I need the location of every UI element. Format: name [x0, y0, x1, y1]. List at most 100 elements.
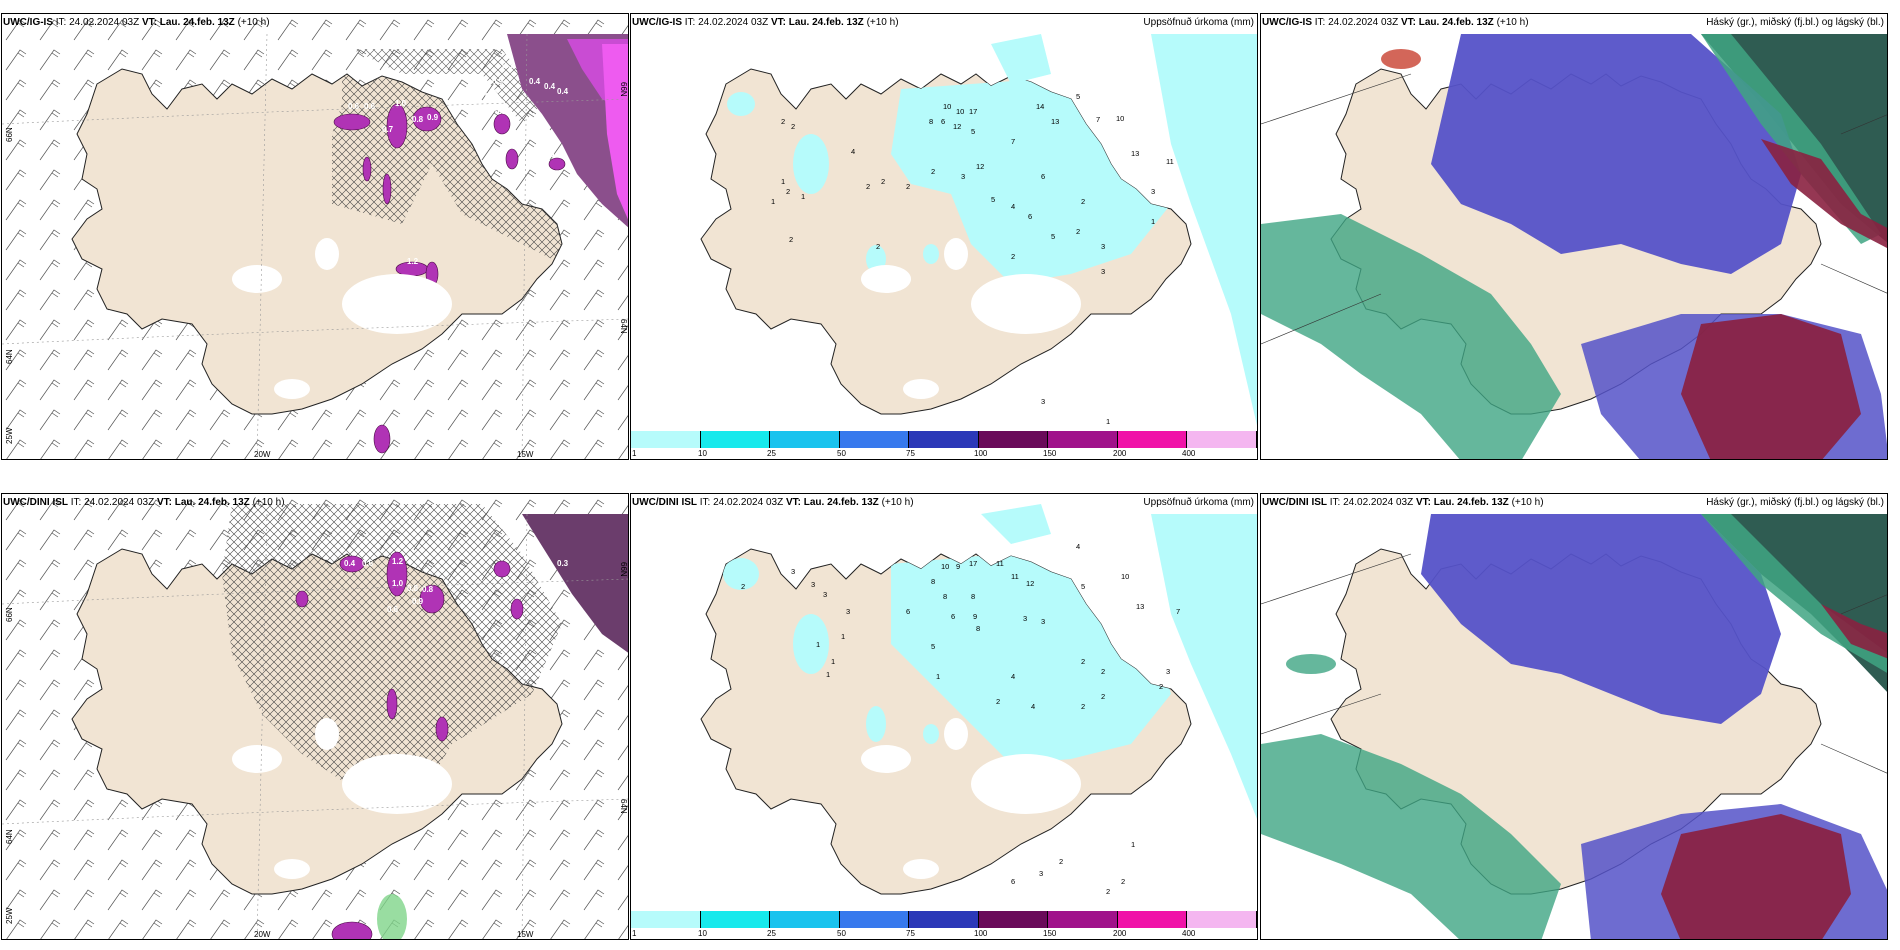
init-time: IT: 24.02.2024 03Z	[684, 17, 769, 28]
map-canvas: 0.3 0.4 0.4 0.4 0.9 0.6 0.6 1.0 0.7 0.6 …	[2, 14, 628, 459]
svg-text:2: 2	[1011, 252, 1015, 261]
svg-text:3: 3	[1151, 187, 1155, 196]
panel-header: UWC/IG-IS IT: 24.02.2024 03Z VT: Lau. 24…	[3, 15, 627, 31]
svg-text:1.0: 1.0	[395, 99, 407, 108]
svg-text:2: 2	[1081, 197, 1085, 206]
svg-text:0.6: 0.6	[364, 102, 376, 111]
svg-text:9: 9	[973, 612, 977, 621]
colorbar-tick: 200	[1113, 929, 1127, 938]
svg-text:6: 6	[1041, 172, 1045, 181]
svg-text:6: 6	[1011, 877, 1015, 886]
snow-labels: 0.3 0.4 0.4 0.4 0.9 0.6 0.6 1.0 0.7 0.6 …	[348, 61, 569, 266]
model-name: UWC/IG-IS	[632, 17, 682, 28]
init-time: IT: 24.02.2024 03Z	[55, 17, 140, 28]
valid-label: VT:	[1415, 497, 1431, 508]
svg-text:3: 3	[1041, 397, 1045, 406]
valid-time: Lau. 24.feb. 13Z	[174, 497, 250, 508]
lat-label-66n-right: 66N	[619, 82, 628, 97]
model-name: UWC/IG-IS	[1262, 17, 1312, 28]
lead-time: (+10 h)	[237, 17, 270, 28]
svg-text:17: 17	[969, 559, 977, 568]
wind-snow-map-row2: 1.2 0.6 0.4 0.3 1.0 0.8 0.6 0.2 0.8 0.9 …	[1, 493, 629, 940]
svg-text:2: 2	[1101, 692, 1105, 701]
colorbar-swatch	[840, 431, 909, 448]
svg-text:2: 2	[931, 167, 935, 176]
svg-text:7: 7	[1096, 115, 1100, 124]
init-time: IT: 24.02.2024 03Z	[1314, 17, 1399, 28]
svg-text:12: 12	[1026, 579, 1034, 588]
svg-text:2: 2	[996, 697, 1000, 706]
svg-text:2: 2	[876, 242, 880, 251]
svg-text:3: 3	[791, 567, 795, 576]
svg-text:2: 2	[1081, 657, 1085, 666]
svg-text:2: 2	[906, 182, 910, 191]
lon-label-15w: 15W	[517, 450, 534, 459]
svg-text:2: 2	[1121, 877, 1125, 886]
lat-label-64n-right: 64N	[619, 799, 628, 814]
svg-text:7: 7	[1176, 607, 1180, 616]
svg-text:3: 3	[1101, 267, 1105, 276]
high-cloud-area	[1421, 514, 1781, 724]
colorbar-swatch	[701, 431, 770, 448]
svg-text:0.6: 0.6	[387, 605, 399, 614]
lat-label-66n-left: 66N	[5, 607, 14, 622]
model-name: UWC/IG-IS	[3, 17, 53, 28]
init-time: IT: 24.02.2024 03Z	[1329, 497, 1414, 508]
svg-text:0.8: 0.8	[412, 115, 424, 124]
lat-label-64n-left: 64N	[5, 829, 14, 844]
svg-text:2: 2	[866, 182, 870, 191]
svg-text:3: 3	[846, 607, 850, 616]
colorbar-tick: 1	[632, 449, 637, 458]
svg-text:0.8: 0.8	[422, 585, 434, 594]
svg-text:7: 7	[1011, 137, 1015, 146]
precip-area-ocean	[1151, 514, 1257, 819]
svg-text:2: 2	[781, 117, 785, 126]
svg-text:3: 3	[1101, 242, 1105, 251]
svg-text:0.9: 0.9	[412, 597, 424, 606]
svg-text:10: 10	[943, 102, 951, 111]
svg-text:3: 3	[823, 590, 827, 599]
svg-text:1: 1	[936, 672, 940, 681]
low-cloud-south	[1661, 814, 1851, 939]
map-canvas	[1261, 34, 1887, 459]
svg-text:2: 2	[1159, 682, 1163, 691]
valid-time: Lau. 24.feb. 13Z	[803, 497, 879, 508]
high-cloud-area	[1431, 34, 1801, 274]
init-time: IT: 24.02.2024 03Z	[70, 497, 155, 508]
svg-text:2: 2	[789, 235, 793, 244]
svg-text:10: 10	[1121, 572, 1129, 581]
colorbar-tick: 400	[1182, 929, 1196, 938]
svg-text:4: 4	[1076, 542, 1080, 551]
wind-snow-map-row1: 0.3 0.4 0.4 0.4 0.9 0.6 0.6 1.0 0.7 0.6 …	[1, 13, 629, 460]
svg-text:4: 4	[851, 147, 855, 156]
lead-time: (+10 h)	[881, 497, 914, 508]
svg-text:17: 17	[969, 107, 977, 116]
valid-time: Lau. 24.feb. 13Z	[788, 17, 864, 28]
map-canvas: 1.2 0.6 0.4 0.3 1.0 0.8 0.6 0.2 0.8 0.9	[2, 494, 628, 939]
svg-text:8: 8	[929, 117, 933, 126]
graticule	[2, 33, 628, 459]
glaciers	[861, 238, 1081, 399]
colorbar-tick: 1	[632, 929, 637, 938]
precip-values: 2 2 1 2 1 1 2 4 2 2 2 10 10 17 8 6 12 5 …	[771, 92, 1174, 426]
svg-text:1: 1	[816, 640, 820, 649]
colorbar-swatch	[701, 911, 770, 928]
snow-labels: 1.2 0.6 0.4 0.3 1.0 0.8 0.6 0.2 0.8 0.9	[344, 557, 569, 614]
svg-text:2: 2	[741, 582, 745, 591]
svg-text:1: 1	[1131, 840, 1135, 849]
svg-text:0.3: 0.3	[502, 61, 514, 70]
svg-text:5: 5	[931, 642, 935, 651]
colorbar-tick: 25	[767, 929, 776, 938]
colorbar-swatch	[1048, 431, 1118, 448]
svg-text:0.6: 0.6	[362, 559, 374, 568]
svg-text:12: 12	[976, 162, 984, 171]
lon-label-20w: 20W	[254, 450, 271, 459]
svg-text:3: 3	[961, 172, 965, 181]
svg-text:4: 4	[1011, 202, 1015, 211]
svg-text:0.4: 0.4	[544, 82, 556, 91]
svg-text:1: 1	[781, 177, 785, 186]
country-lines	[1261, 553, 1887, 774]
glaciers	[232, 718, 452, 879]
svg-text:3: 3	[1166, 667, 1170, 676]
svg-text:0.2: 0.2	[550, 150, 562, 159]
